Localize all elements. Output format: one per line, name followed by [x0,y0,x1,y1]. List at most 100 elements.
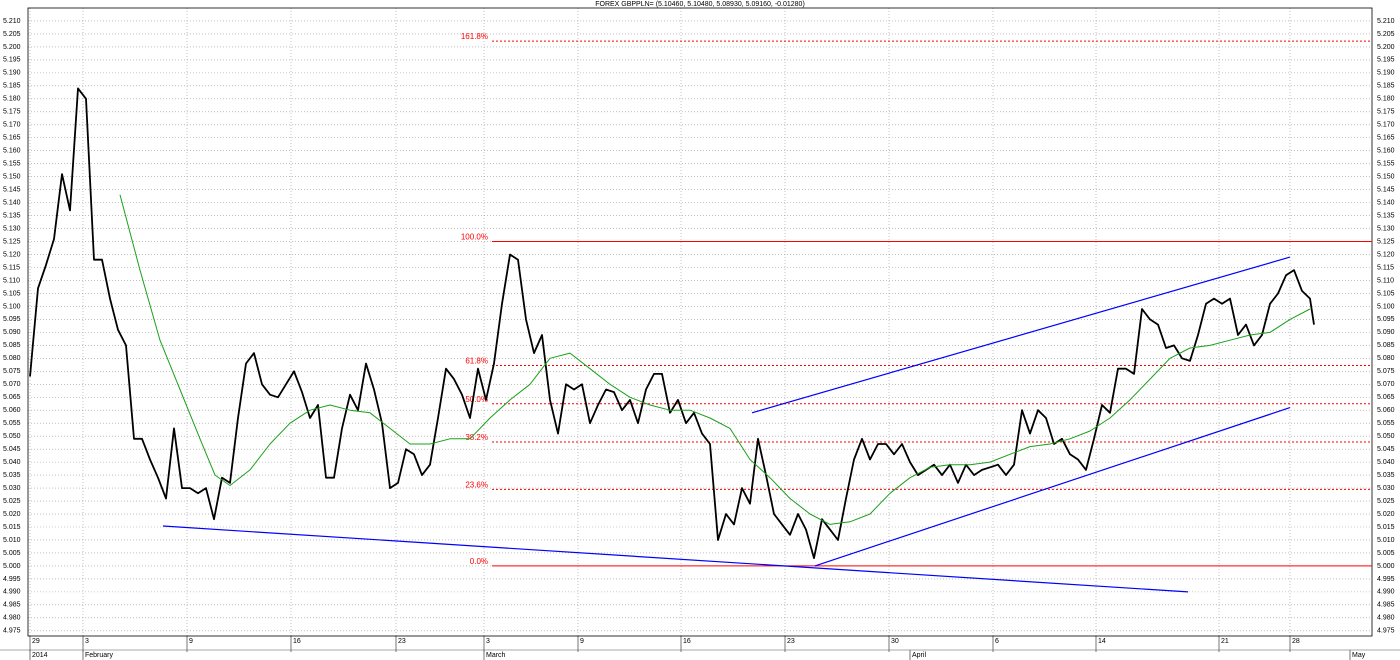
y-tick-label-right: 5.085 [1377,342,1395,349]
y-tick-label-right: 5.095 [1377,316,1395,323]
y-tick-label: 5.145 [3,186,21,193]
y-tick-label: 5.130 [3,225,21,232]
y-tick-label: 5.095 [3,316,21,323]
y-tick-label-right: 4.995 [1377,576,1395,583]
y-tick-label-right: 5.115 [1377,264,1394,271]
x-tick-label: 16 [293,638,301,645]
y-tick-label: 5.050 [3,433,21,440]
x-tick-label: 14 [1098,638,1106,645]
moving-average [119,194,1311,525]
x-tick-label: 23 [398,638,406,645]
y-tick-label: 4.975 [3,628,21,635]
y-tick-label-right: 5.205 [1377,31,1395,38]
y-tick-label: 5.125 [3,238,21,245]
y-tick-label-right: 5.160 [1377,148,1395,155]
y-tick-label-right: 5.180 [1377,96,1395,103]
y-tick-label: 5.055 [3,420,21,427]
fib-label: 23.6% [465,480,488,489]
month-label: April [912,652,926,659]
y-tick-label: 5.140 [3,199,21,206]
y-tick-label-right: 5.025 [1377,498,1395,505]
y-tick-label-right: 5.100 [1377,303,1395,310]
y-tick-label-right: 5.030 [1377,485,1395,492]
y-tick-label-right: 5.200 [1377,44,1395,51]
x-tick-label: 3 [85,638,89,645]
y-tick-label: 5.060 [3,407,21,414]
y-tick-label-right: 5.135 [1377,212,1395,219]
y-tick-label-right: 5.090 [1377,329,1395,336]
x-tick-label: 30 [891,638,899,645]
trend-line [814,407,1291,567]
y-tick-label: 5.100 [3,303,21,310]
y-tick-label-right: 5.130 [1377,225,1395,232]
price-line [29,87,1315,559]
trend-line [162,525,1189,593]
y-tick-label: 5.000 [3,563,21,570]
y-tick-label: 4.990 [3,589,21,596]
y-tick-label-right: 4.990 [1377,589,1395,596]
y-tick-label-right: 5.170 [1377,122,1395,129]
y-tick-label: 5.210 [3,18,21,25]
y-tick-label-right: 5.000 [1377,563,1395,570]
y-tick-label: 4.980 [3,615,21,622]
y-tick-label-right: 5.190 [1377,70,1395,77]
y-tick-label-right: 5.125 [1377,238,1395,245]
y-tick-label: 5.020 [3,511,21,518]
y-tick-label-right: 5.120 [1377,251,1395,258]
y-tick-label: 5.205 [3,31,21,38]
y-tick-label: 5.180 [3,96,21,103]
x-tick-label: 23 [787,638,795,645]
x-tick-label: 3 [486,638,490,645]
y-tick-label-right: 5.035 [1377,472,1395,479]
y-tick-label-right: 4.985 [1377,602,1395,609]
y-tick-label-right: 5.065 [1377,394,1395,401]
y-tick-label: 5.160 [3,148,21,155]
y-tick-label: 4.985 [3,602,21,609]
y-tick-label: 5.165 [3,135,21,142]
y-tick-label-right: 5.145 [1377,186,1395,193]
y-tick-label-right: 5.105 [1377,290,1395,297]
y-tick-label: 4.995 [3,576,21,583]
x-tick-label: 29 [32,638,40,645]
y-tick-label: 5.075 [3,368,21,375]
y-tick-label: 5.110 [3,277,20,284]
y-tick-label: 5.035 [3,472,21,479]
y-tick-label-right: 5.175 [1377,109,1395,116]
y-tick-label-right: 5.185 [1377,83,1395,90]
y-tick-label: 5.045 [3,446,21,453]
fib-label: 100.0% [461,233,488,242]
y-tick-label: 5.195 [3,57,21,64]
y-tick-label-right: 5.005 [1377,550,1395,557]
trend-line [751,256,1291,414]
y-tick-label-right: 5.020 [1377,511,1395,518]
x-tick-label: 9 [580,638,584,645]
y-tick-label: 5.175 [3,109,21,116]
y-tick-label-right: 5.045 [1377,446,1395,453]
y-tick-label-right: 5.060 [1377,407,1395,414]
month-label: 2014 [32,652,48,659]
month-label: February [85,652,114,659]
month-label: May [1352,652,1366,659]
y-tick-label-right: 4.975 [1377,628,1395,635]
y-tick-label: 5.015 [3,524,21,531]
x-tick-label: 16 [683,638,691,645]
x-tick-label: 6 [995,638,999,645]
y-tick-label: 5.040 [3,459,21,466]
fib-label: 0.0% [470,557,488,566]
y-tick-label-right: 5.070 [1377,381,1395,388]
plot-frame [27,7,1373,637]
y-tick-label: 5.135 [3,212,21,219]
y-tick-label-right: 5.050 [1377,433,1395,440]
y-tick-label: 5.155 [3,161,21,168]
y-tick-label: 5.115 [3,264,20,271]
y-tick-label: 5.200 [3,44,21,51]
y-tick-label: 5.120 [3,251,21,258]
y-tick-label: 5.185 [3,83,21,90]
y-tick-label-right: 5.155 [1377,161,1395,168]
y-tick-label-right: 5.150 [1377,174,1395,181]
y-tick-label: 5.010 [3,537,21,544]
fib-label: 38.2% [465,433,488,442]
y-tick-label: 5.170 [3,122,21,129]
y-tick-label-right: 5.140 [1377,199,1395,206]
